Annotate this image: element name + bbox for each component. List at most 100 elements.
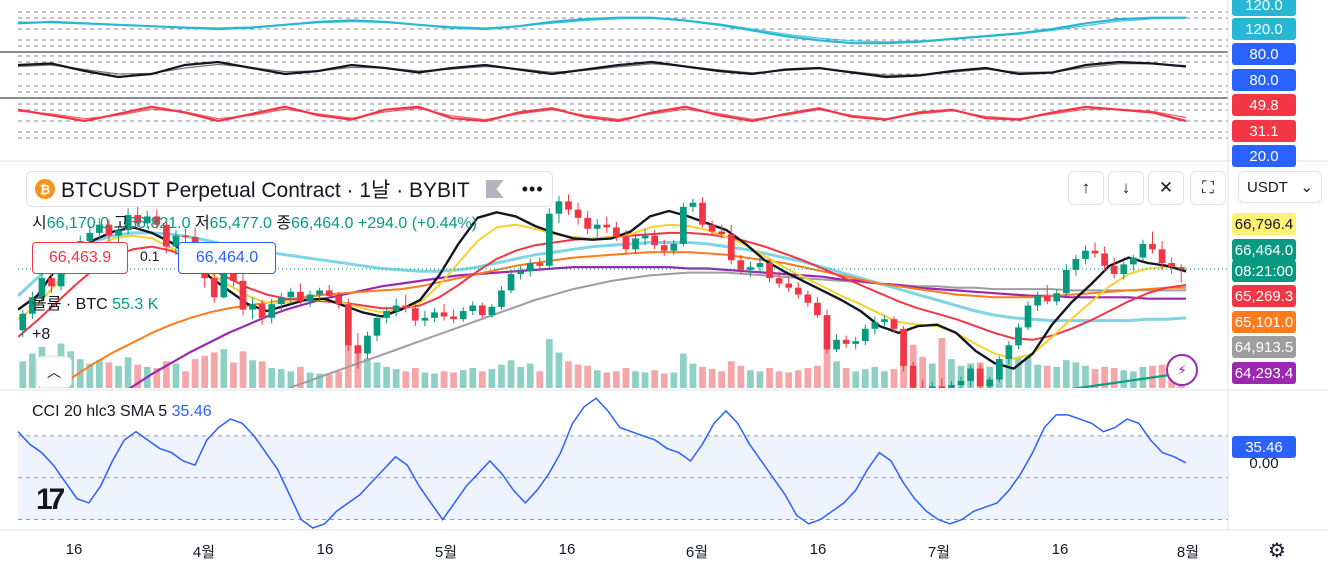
symbol-legend[interactable]: ₿ BTCUSDT Perpetual Contract · 1날 · BYBI… [26, 171, 553, 207]
candle-body [48, 278, 55, 287]
chevron-up-icon: ︿ [47, 364, 61, 380]
volume-bar [172, 363, 180, 388]
candle [976, 364, 984, 388]
volume-bar [881, 371, 888, 388]
more-options-icon[interactable]: ••• [521, 178, 544, 199]
candle [1043, 284, 1051, 305]
candle-body [603, 224, 611, 228]
candlestick-series [19, 194, 1185, 388]
candle-body [1091, 250, 1099, 254]
price-axis-label: 64,293.4 [1232, 362, 1296, 384]
candle-body [421, 317, 429, 321]
volume-legend[interactable]: 볼륨 · BTC 55.3 K [32, 290, 158, 314]
arrow-up-icon: ↑ [1081, 178, 1091, 197]
osc-axis-label: 80.0 [1232, 43, 1296, 65]
candle-body [670, 243, 678, 251]
candle [1024, 301, 1032, 331]
fullscreen-button[interactable]: ⛶ [1190, 171, 1226, 205]
candle [134, 206, 142, 231]
scroll-up-button[interactable]: ↑ [1068, 171, 1104, 205]
candle [478, 302, 486, 318]
volume-bar [804, 368, 812, 388]
cci-band [18, 435, 1228, 520]
candle-body [526, 263, 534, 272]
spread-value: 0.1 [140, 248, 160, 264]
candle [287, 287, 295, 305]
hidden-indicators-count[interactable]: +8 [32, 326, 51, 343]
candle [919, 379, 927, 388]
flag-icon[interactable] [485, 180, 504, 198]
volume-bar [775, 371, 783, 388]
MA-orange-line [56, 251, 1186, 388]
MA-gray-line [286, 271, 1186, 388]
candle-body [890, 319, 898, 329]
candle-body [1005, 345, 1013, 359]
volume-value: 55.3 K [112, 296, 159, 313]
volume-bar [249, 360, 256, 388]
candle [823, 309, 831, 354]
volume-bar [105, 362, 113, 388]
candle [402, 294, 410, 313]
candle-body [1158, 249, 1166, 264]
scroll-down-button[interactable]: ↓ [1108, 171, 1144, 205]
candle-body [613, 227, 620, 237]
volume-bar [708, 369, 716, 388]
volume-bar [297, 366, 304, 388]
candle-body [957, 380, 965, 385]
collapse-legend-button[interactable]: ︿ [36, 356, 72, 388]
volume-bar [344, 341, 352, 388]
x-tick-label: 4월 [192, 544, 216, 561]
cci-legend[interactable]: CCI 20 hlc3 SMA 5 35.46 [32, 403, 212, 421]
candle [967, 365, 974, 387]
volume-bar [19, 361, 27, 388]
lightning-icon[interactable]: ⚡ [1166, 354, 1198, 386]
candle [670, 239, 678, 255]
volume-bar [794, 370, 802, 388]
collapse-pane-button[interactable]: ✕ [1148, 171, 1184, 205]
x-tick-label: 16 [1051, 541, 1069, 558]
candle-body [1072, 258, 1080, 270]
candle [354, 332, 362, 369]
volume-bar [536, 371, 544, 388]
currency-select[interactable]: USDT ⌄ [1238, 171, 1322, 203]
candle [469, 301, 477, 316]
volume-bar [622, 368, 630, 388]
candle-body [775, 278, 783, 284]
buy-button[interactable]: 66,464.0 [178, 242, 276, 274]
candle [1110, 257, 1118, 279]
candle-body [344, 304, 352, 346]
volume-bar [584, 365, 591, 388]
candle [613, 221, 620, 242]
volume-bar [478, 371, 486, 388]
candle-body [1149, 243, 1156, 250]
volume-bar [134, 364, 142, 388]
candle-body [306, 294, 314, 302]
volume-bar [718, 371, 726, 388]
settings-icon[interactable]: ⚙ [1268, 540, 1286, 562]
candle [957, 376, 965, 388]
axes [0, 0, 1328, 531]
candle-body [469, 305, 477, 311]
volume-bar [239, 351, 247, 388]
volume-bar [861, 369, 869, 388]
candle-body [383, 311, 390, 318]
candle-body [354, 345, 362, 354]
candle-body [335, 295, 343, 305]
candle [258, 300, 266, 325]
cci-axis-label: 35.46 [1232, 436, 1296, 458]
candle [1177, 264, 1185, 283]
tradingview-logo-icon[interactable]: 17 [36, 483, 65, 516]
volume-bar [450, 372, 457, 388]
volume-bar [29, 353, 36, 388]
candle-body [727, 234, 735, 261]
open-label: 시 [32, 215, 47, 232]
sell-button[interactable]: 66,463.9 [32, 242, 128, 274]
candle-body [297, 291, 304, 302]
candle [383, 306, 390, 324]
candle-body [948, 385, 955, 388]
candle-body [517, 271, 524, 274]
candle [632, 234, 639, 254]
x-tick-label: 7월 [927, 544, 951, 561]
candle-body [450, 316, 457, 320]
